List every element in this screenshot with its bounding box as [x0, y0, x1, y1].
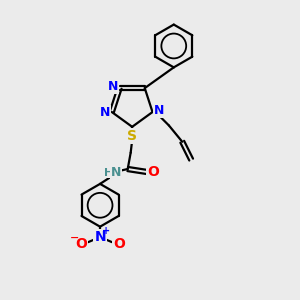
Text: N: N — [154, 104, 164, 117]
Text: +: + — [102, 226, 110, 236]
Text: N: N — [108, 80, 118, 93]
Text: O: O — [113, 237, 125, 250]
Text: O: O — [147, 165, 159, 179]
Text: O: O — [75, 237, 87, 250]
Text: N: N — [100, 106, 110, 118]
Text: N: N — [111, 166, 121, 179]
Text: S: S — [127, 129, 137, 143]
Text: H: H — [104, 168, 114, 178]
Text: N: N — [94, 230, 106, 244]
Text: −: − — [70, 233, 79, 243]
